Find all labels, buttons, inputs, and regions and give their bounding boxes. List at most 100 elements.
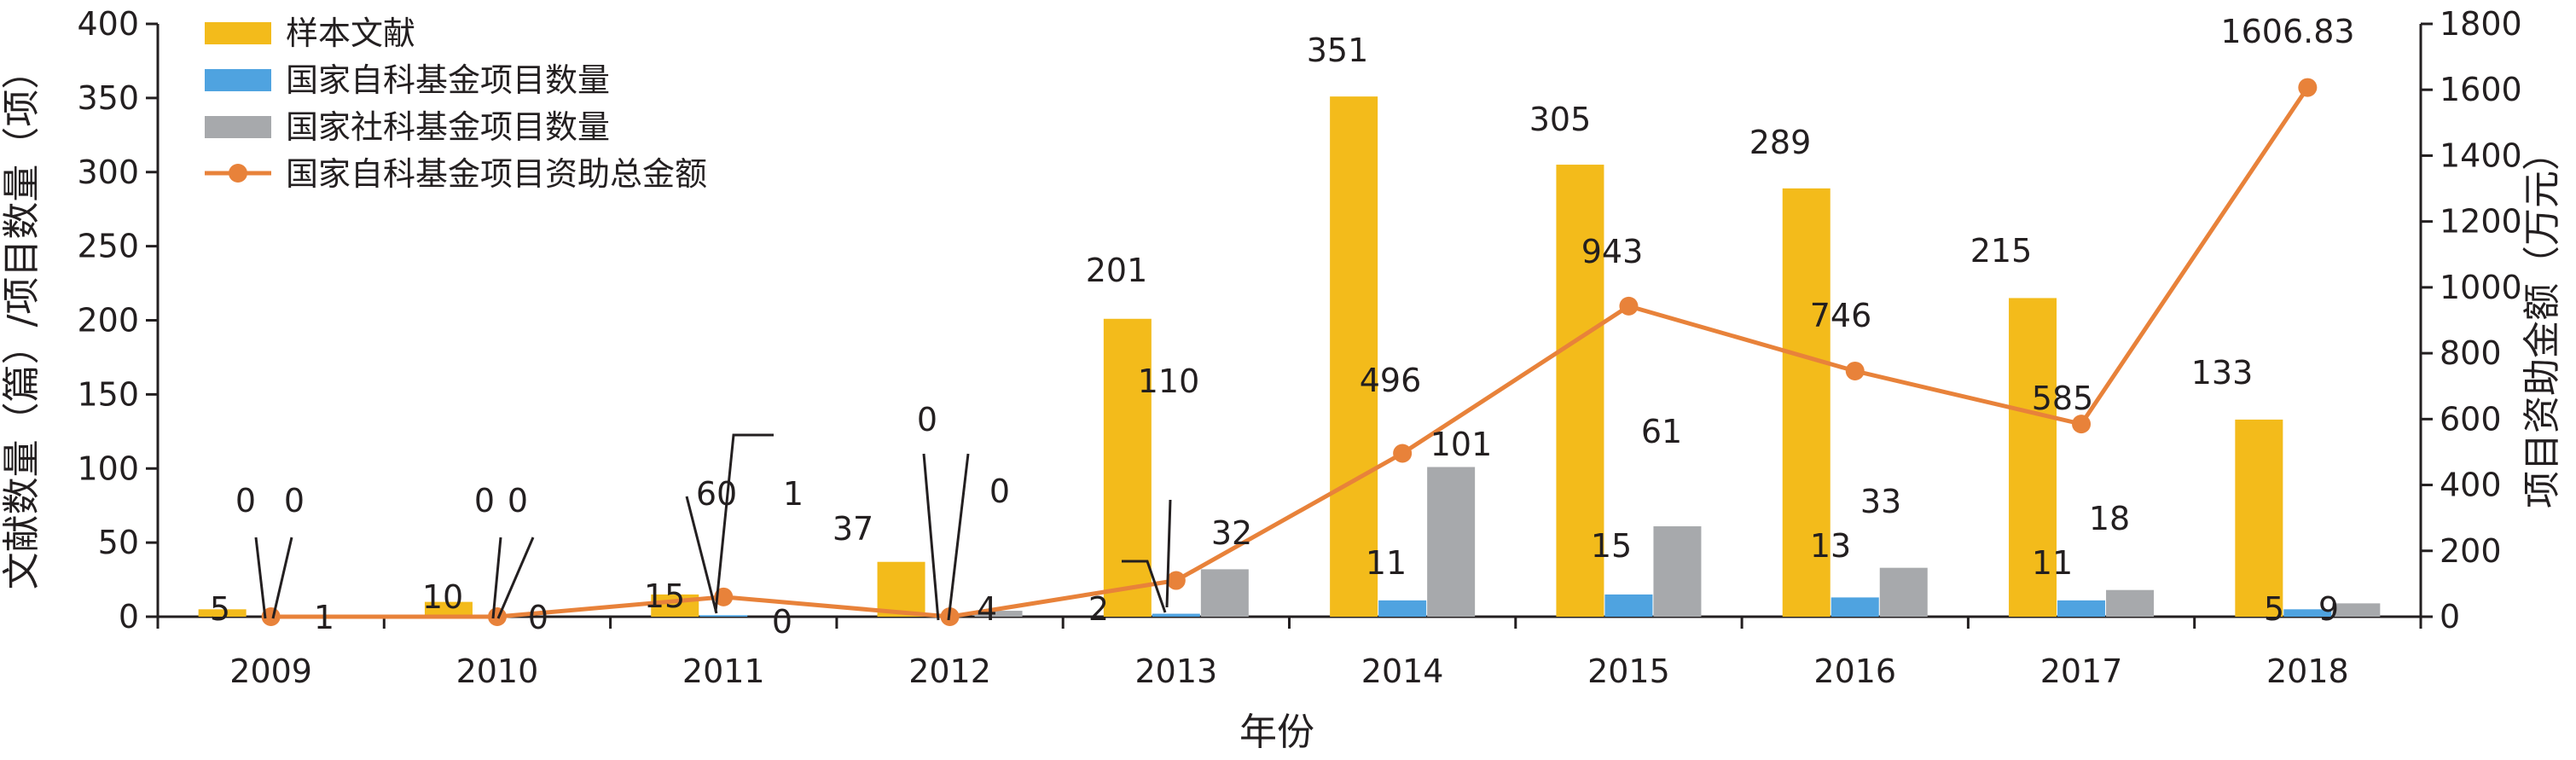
legend-swatch-sample-literature — [205, 22, 271, 44]
left-y-tick-label: 350 — [77, 79, 139, 117]
x-tick-label: 2017 — [2040, 653, 2123, 690]
legend-label-nsfc-count: 国家自科基金项目数量 — [286, 61, 610, 99]
data-label-s0: 5 — [210, 590, 230, 628]
data-label-line: 60 — [696, 475, 737, 513]
bar-sample-literature — [1103, 318, 1152, 617]
bar-nssfc-count — [1427, 467, 1476, 617]
bar-nsfc-count — [699, 615, 748, 617]
bar-nsfc-count — [1378, 600, 1427, 617]
x-tick-label: 2016 — [1813, 653, 1896, 690]
leader-line — [491, 537, 502, 619]
legend-swatch-nsfc-count — [205, 69, 271, 91]
data-label-s2: 0 — [528, 599, 548, 636]
bar-nssfc-count — [1879, 567, 1928, 617]
line-series — [261, 78, 2318, 626]
data-label-line: 496 — [1360, 362, 1422, 399]
data-label-s1: 0 — [474, 482, 495, 519]
left-y-tick-label: 150 — [77, 375, 139, 413]
legend-marker-nsfc-funding — [229, 164, 247, 183]
left-y-tick-label: 400 — [77, 5, 139, 43]
leader-lines — [254, 433, 1172, 621]
data-label-s0: 215 — [1970, 232, 2033, 270]
data-label-line: 1606.83 — [2220, 13, 2354, 50]
right-y-tick-label: 800 — [2440, 334, 2502, 372]
line-point-nsfc-funding — [1393, 444, 1413, 463]
x-ticks: 2009 2010 2011 2012 2013 2014 2015 2016 2017 2018 — [156, 617, 2422, 690]
right-y-axis-title: 项目资助金额（万元） — [2521, 133, 2564, 508]
x-tick-label: 2013 — [1134, 653, 1217, 690]
bar-nssfc-count — [2106, 589, 2155, 617]
left-y-tick-label: 250 — [77, 228, 139, 265]
right-y-tick-label: 0 — [2440, 598, 2460, 635]
data-label-s1: 1 — [783, 475, 804, 513]
right-y-tick-label: 200 — [2440, 532, 2502, 570]
data-label-s0: 37 — [833, 510, 873, 548]
leader-line — [1122, 560, 1167, 613]
right-y-tick-label: 1000 — [2440, 269, 2522, 306]
leader-line — [922, 453, 940, 621]
leader-line — [254, 537, 267, 619]
left-y-ticks: 0 50 100 150 200 250 300 350 400 — [77, 5, 158, 635]
leader-line — [714, 433, 774, 612]
data-label-s2: 61 — [1641, 413, 1682, 450]
right-y-ticks: 0 200 400 600 800 1000 1200 1400 1600 1800 — [2421, 5, 2522, 635]
bars — [198, 96, 2381, 618]
bar-sample-literature — [424, 601, 473, 617]
legend-label-nssfc-count: 国家社科基金项目数量 — [286, 108, 610, 146]
data-label-s1: 11 — [2032, 544, 2073, 582]
legend: 样本文献 国家自科基金项目数量 国家社科基金项目数量 国家自科基金项目资助总金额 — [205, 15, 707, 193]
leader-line — [496, 537, 535, 619]
data-label-s2: 33 — [1860, 483, 1901, 520]
data-label-s0: 289 — [1749, 124, 1812, 161]
right-y-tick-label: 1600 — [2440, 71, 2522, 108]
data-label-s1: 0 — [235, 482, 256, 519]
x-tick-label: 2015 — [1587, 653, 1670, 690]
bar-nsfc-count — [2283, 609, 2332, 617]
line-point-nsfc-funding — [2298, 78, 2318, 97]
data-label-line: 0 — [284, 482, 305, 519]
line-nsfc-funding — [270, 86, 2310, 619]
data-label-s1: 0 — [917, 401, 937, 438]
left-y-axis-title: 文献数量（篇）/项目数量（项） — [0, 52, 44, 590]
x-tick-label: 2012 — [908, 653, 991, 690]
line-point-nsfc-funding — [1845, 361, 1865, 380]
data-label-s2: 0 — [772, 603, 792, 641]
data-label-line: 943 — [1581, 233, 1644, 270]
left-y-tick-label: 50 — [98, 524, 139, 561]
bar-nsfc-count — [1830, 597, 1879, 617]
leader-line — [1165, 499, 1172, 608]
data-label-s0: 305 — [1529, 101, 1592, 138]
bar-nssfc-count — [1653, 526, 1702, 617]
legend-label-nsfc-funding: 国家自科基金项目资助总金额 — [286, 155, 707, 193]
line-point-nsfc-funding — [1166, 571, 1186, 590]
right-y-tick-label: 600 — [2440, 400, 2502, 438]
legend-swatch-nssfc-count — [205, 116, 271, 138]
data-label-line: 110 — [1138, 363, 1200, 400]
left-y-tick-label: 100 — [77, 450, 139, 487]
line-point-nsfc-funding — [1619, 296, 1639, 316]
right-y-tick-label: 1400 — [2440, 136, 2522, 174]
bar-sample-literature — [2235, 419, 2283, 617]
left-y-tick-label: 300 — [77, 154, 139, 191]
x-tick-label: 2018 — [2266, 653, 2349, 690]
x-tick-label: 2009 — [229, 653, 312, 690]
line-point-nsfc-funding — [487, 607, 507, 626]
leader-line — [271, 537, 293, 619]
right-y-tick-label: 1800 — [2440, 5, 2522, 43]
left-y-tick-label: 0 — [119, 598, 139, 635]
bar-sample-literature — [1330, 96, 1378, 617]
data-label-s1: 15 — [1591, 527, 1632, 565]
x-tick-label: 2010 — [456, 653, 539, 690]
right-y-tick-label: 1200 — [2440, 203, 2522, 241]
data-label-s0: 351 — [1307, 32, 1369, 69]
line-point-nsfc-funding — [2072, 415, 2092, 434]
data-label-s1: 2 — [1088, 590, 1109, 628]
bar-sample-literature — [2009, 298, 2057, 617]
data-label-s2: 9 — [2318, 590, 2339, 628]
bar-sample-literature — [1782, 188, 1830, 618]
bar-nsfc-count — [1604, 594, 1653, 617]
leader-line — [685, 496, 718, 614]
bar-nssfc-count — [974, 611, 1023, 617]
